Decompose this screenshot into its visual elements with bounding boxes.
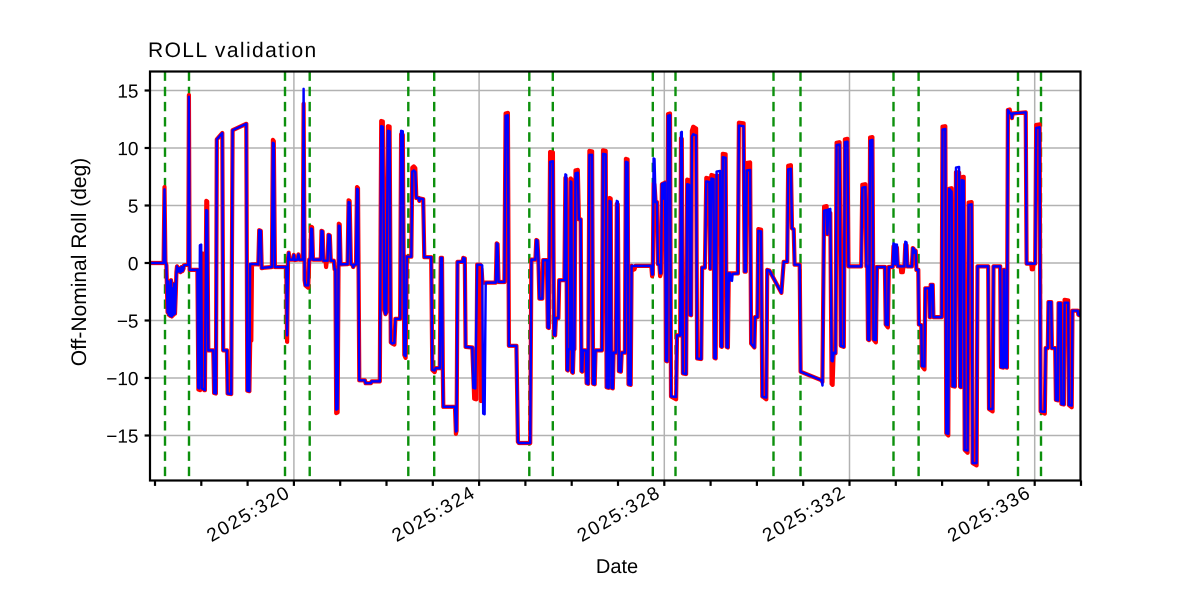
svg-text:−5: −5 [117, 312, 139, 333]
svg-text:Off-Nominal Roll (deg): Off-Nominal Roll (deg) [68, 158, 91, 367]
svg-text:Date: Date [596, 556, 638, 578]
svg-text:10: 10 [117, 139, 138, 160]
svg-text:5: 5 [128, 197, 139, 218]
svg-text:−15: −15 [106, 427, 138, 448]
svg-text:15: 15 [117, 82, 138, 103]
svg-text:0: 0 [128, 254, 139, 275]
svg-text:−10: −10 [106, 369, 138, 390]
svg-text:ROLL validation: ROLL validation [148, 39, 318, 62]
